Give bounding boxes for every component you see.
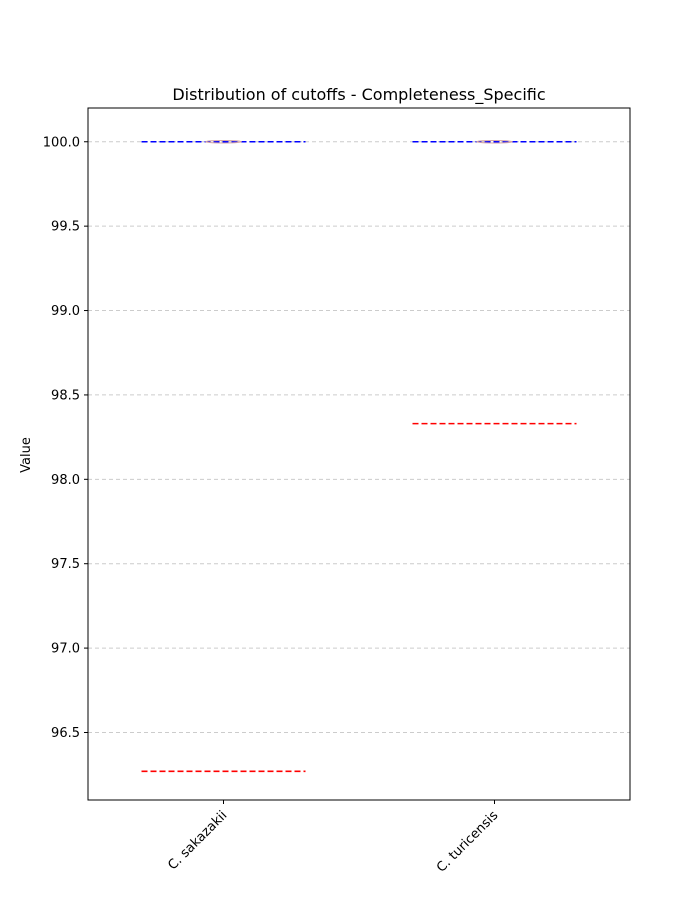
y-tick-label: 98.5 xyxy=(51,388,80,403)
x-tick-label: C. sakazakii xyxy=(165,808,230,873)
y-tick-label: 100.0 xyxy=(43,135,80,150)
x-axis: C. sakazakii C. turicensis xyxy=(165,800,501,876)
y-tick-label: 98.0 xyxy=(51,473,80,488)
chart-marks xyxy=(141,140,577,773)
y-tick-label: 96.5 xyxy=(51,726,80,741)
y-tick-label: 99.0 xyxy=(51,304,80,319)
y-tick-label: 97.5 xyxy=(51,557,80,572)
box-median xyxy=(476,140,513,144)
chart-title: Distribution of cutoffs - Completeness_S… xyxy=(172,85,545,105)
y-axis-label: Value xyxy=(19,437,34,473)
y-tick-label: 99.5 xyxy=(51,220,80,235)
plot-area-frame xyxy=(87,107,631,801)
y-axis: 96.5 97.0 97.5 98.0 98.5 99.0 99.5 100.0 xyxy=(43,135,88,741)
y-tick-label: 97.0 xyxy=(51,642,80,657)
box-median xyxy=(205,140,242,144)
x-tick-label: C. turicensis xyxy=(434,808,501,875)
grid-lines xyxy=(88,141,630,733)
